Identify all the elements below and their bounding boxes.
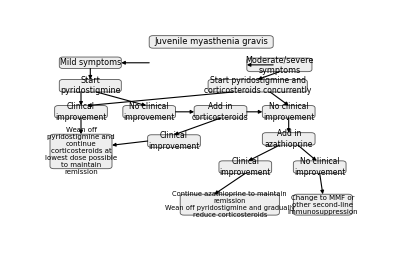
FancyBboxPatch shape bbox=[262, 106, 315, 118]
FancyBboxPatch shape bbox=[208, 79, 307, 92]
Text: Wean off
pyridostigmine and
continue
corticosteroids at
lowest dose possible
to : Wean off pyridostigmine and continue cor… bbox=[45, 127, 117, 175]
Text: Start pyridostigmine and
corticosteroids concurrently: Start pyridostigmine and corticosteroids… bbox=[204, 76, 311, 95]
FancyBboxPatch shape bbox=[148, 135, 200, 147]
Text: Add in
corticosteroids: Add in corticosteroids bbox=[192, 102, 249, 121]
FancyBboxPatch shape bbox=[262, 133, 315, 145]
Text: Change to MMF or
other second-line
immunosuppression: Change to MMF or other second-line immun… bbox=[288, 195, 358, 215]
FancyBboxPatch shape bbox=[247, 58, 312, 72]
Text: Moderate/severe
symptoms: Moderate/severe symptoms bbox=[245, 55, 314, 75]
Text: Start
pyridostigmine: Start pyridostigmine bbox=[60, 76, 120, 95]
Text: Juvenile myasthenia gravis: Juvenile myasthenia gravis bbox=[154, 37, 268, 46]
FancyBboxPatch shape bbox=[123, 106, 176, 118]
Text: Clinical
improvement: Clinical improvement bbox=[55, 102, 107, 121]
FancyBboxPatch shape bbox=[50, 134, 112, 169]
FancyBboxPatch shape bbox=[194, 106, 247, 118]
Text: No clinical
improvement: No clinical improvement bbox=[124, 102, 175, 121]
FancyBboxPatch shape bbox=[55, 106, 107, 118]
FancyBboxPatch shape bbox=[293, 161, 346, 173]
Text: Continue azathioprine to maintain
remission
Wean off pyridostigmine and graduall: Continue azathioprine to maintain remiss… bbox=[165, 191, 295, 218]
FancyBboxPatch shape bbox=[149, 36, 273, 48]
FancyBboxPatch shape bbox=[59, 57, 121, 69]
Text: Clinical
improvement: Clinical improvement bbox=[220, 157, 271, 177]
Text: No clinical
improvement: No clinical improvement bbox=[263, 102, 314, 121]
FancyBboxPatch shape bbox=[293, 194, 352, 215]
Text: Add in
azathioprine: Add in azathioprine bbox=[264, 129, 313, 149]
FancyBboxPatch shape bbox=[180, 194, 279, 215]
Text: No clinical
improvement: No clinical improvement bbox=[294, 157, 345, 177]
FancyBboxPatch shape bbox=[219, 161, 272, 173]
FancyBboxPatch shape bbox=[59, 79, 121, 92]
Text: Mild symptoms: Mild symptoms bbox=[60, 58, 121, 67]
Text: Clinical
improvement: Clinical improvement bbox=[148, 131, 200, 151]
